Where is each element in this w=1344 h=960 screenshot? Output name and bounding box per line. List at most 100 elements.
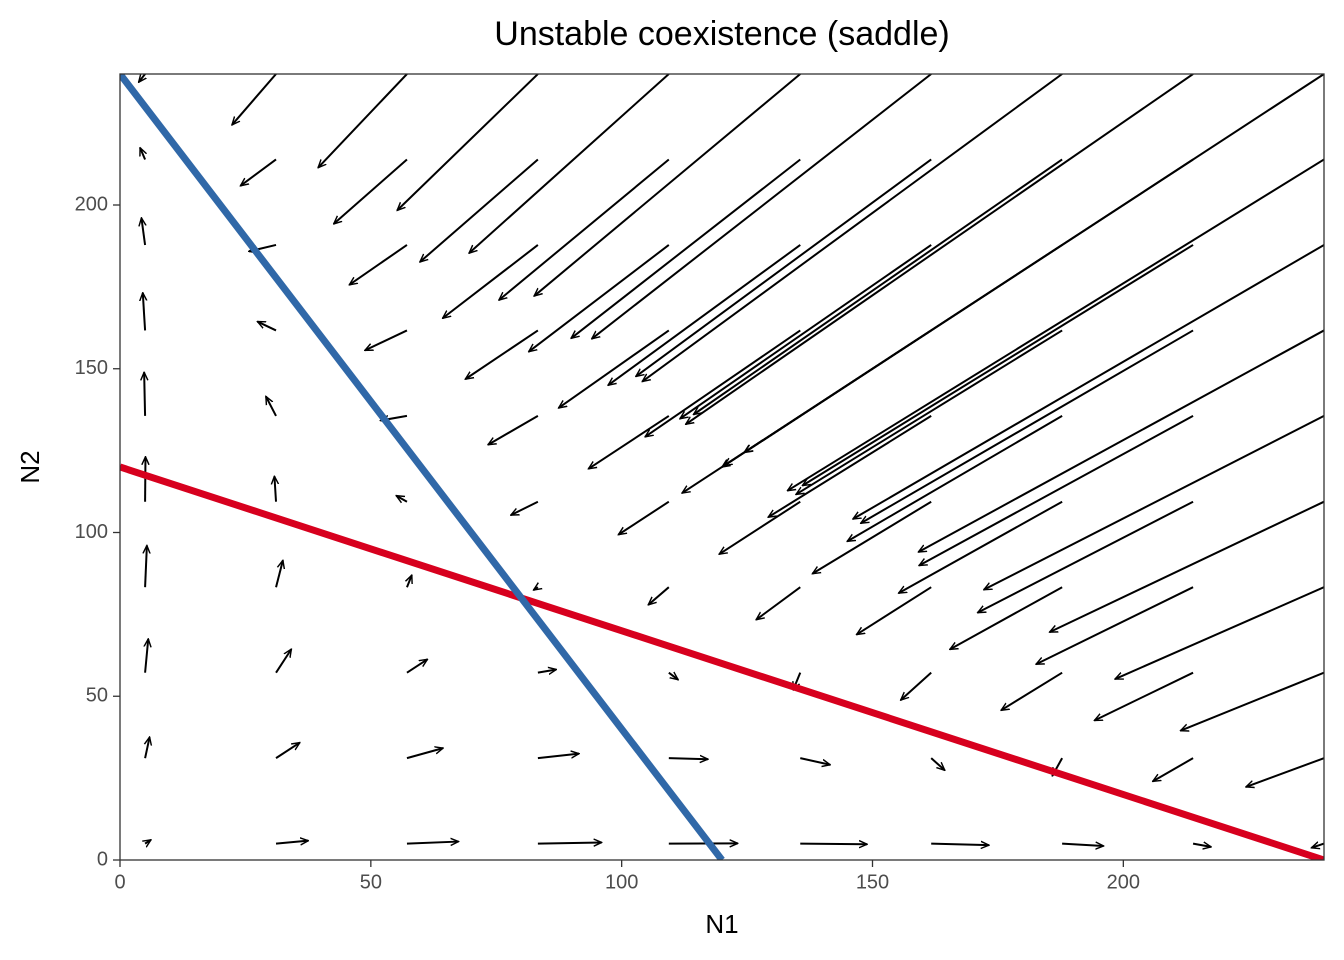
- isoclines: [120, 74, 1324, 860]
- arrow: [145, 840, 151, 844]
- arrow: [1181, 671, 1324, 731]
- arrow: [275, 560, 283, 588]
- arrow: [275, 841, 308, 844]
- arrow: [847, 415, 1063, 541]
- arrow: [812, 500, 932, 574]
- y-tick-label: 0: [97, 848, 108, 870]
- x-tick-label: 50: [360, 871, 382, 893]
- arrow: [1311, 844, 1324, 848]
- arrow: [1001, 671, 1063, 711]
- arrow: [406, 842, 459, 844]
- arrow: [349, 244, 408, 285]
- arrow: [534, 587, 538, 590]
- arrow: [787, 158, 1324, 490]
- arrow: [950, 586, 1063, 651]
- arrow: [1036, 586, 1194, 666]
- chart-title: Unstable coexistence (saddle): [494, 15, 949, 53]
- arrow: [588, 415, 670, 469]
- arrow: [648, 586, 670, 605]
- arrow: [334, 158, 408, 223]
- x-tick-label: 0: [114, 871, 125, 893]
- arrow: [396, 496, 408, 502]
- arrow: [537, 754, 579, 760]
- arrow: [537, 669, 556, 672]
- arrow: [274, 476, 276, 502]
- arrow: [559, 329, 670, 408]
- arrow: [145, 639, 148, 673]
- arrow: [1094, 671, 1194, 722]
- arrow: [537, 842, 602, 843]
- arrow: [144, 372, 145, 416]
- arrow: [686, 74, 1194, 424]
- arrow: [618, 500, 670, 535]
- arrow: [592, 74, 932, 339]
- arrow: [1062, 844, 1103, 846]
- arrow: [232, 74, 277, 125]
- arrow: [264, 396, 277, 417]
- arrow: [420, 158, 539, 262]
- arrow: [257, 320, 277, 332]
- isocline: [120, 463, 1324, 860]
- arrow: [397, 74, 539, 210]
- x-tick-label: 100: [605, 871, 638, 893]
- y-axis-title: N2: [15, 450, 45, 483]
- arrow: [469, 74, 670, 253]
- x-axis-title: N1: [705, 909, 738, 939]
- arrow: [240, 158, 277, 185]
- arrow: [1192, 844, 1211, 847]
- panel-border: [119, 73, 1325, 861]
- arrow: [139, 148, 145, 160]
- arrow: [1153, 757, 1194, 781]
- arrow: [919, 415, 1194, 567]
- arrow: [529, 244, 670, 352]
- arrow: [694, 158, 1063, 414]
- arrow: [857, 586, 932, 634]
- arrow: [978, 500, 1194, 614]
- arrow: [768, 415, 932, 517]
- arrow: [642, 74, 1063, 382]
- arrow: [534, 74, 801, 296]
- y-tick-label: 200: [75, 193, 108, 215]
- arrow: [680, 244, 932, 419]
- y-tick-label: 50: [86, 685, 108, 707]
- y-tick-label: 150: [75, 357, 108, 379]
- arrow: [499, 158, 670, 300]
- arrow: [608, 244, 801, 385]
- arrow: [145, 546, 147, 588]
- arrow: [275, 649, 291, 674]
- arrow: [853, 244, 1324, 519]
- arrow: [756, 586, 801, 620]
- arrow: [465, 329, 539, 379]
- arrow: [931, 844, 989, 846]
- arrow: [800, 757, 830, 765]
- arrow: [901, 671, 932, 700]
- arrow: [443, 244, 539, 318]
- vector-field: [139, 74, 1324, 848]
- arrow: [1115, 586, 1324, 680]
- arrow: [318, 74, 408, 168]
- arrow: [145, 737, 150, 759]
- arrow: [365, 329, 408, 352]
- arrow: [636, 158, 932, 376]
- arrow: [645, 329, 801, 436]
- x-tick-label: 150: [856, 871, 889, 893]
- isocline: [120, 74, 725, 860]
- arrow: [1050, 500, 1324, 634]
- arrow: [802, 244, 1194, 486]
- arrow: [141, 218, 145, 246]
- arrow: [511, 500, 539, 517]
- arrow: [668, 673, 678, 680]
- arrow: [984, 415, 1324, 591]
- arrow: [406, 748, 443, 760]
- arrow: [668, 758, 708, 759]
- arrow: [571, 158, 801, 338]
- axes: 0 50 100 150 200 0 50 100 150 200: [75, 193, 1140, 893]
- arrow: [722, 74, 1324, 467]
- x-tick-label: 200: [1107, 871, 1140, 893]
- arrow: [1246, 757, 1324, 787]
- arrow: [899, 500, 1063, 595]
- arrow: [406, 659, 427, 674]
- arrow: [139, 74, 145, 82]
